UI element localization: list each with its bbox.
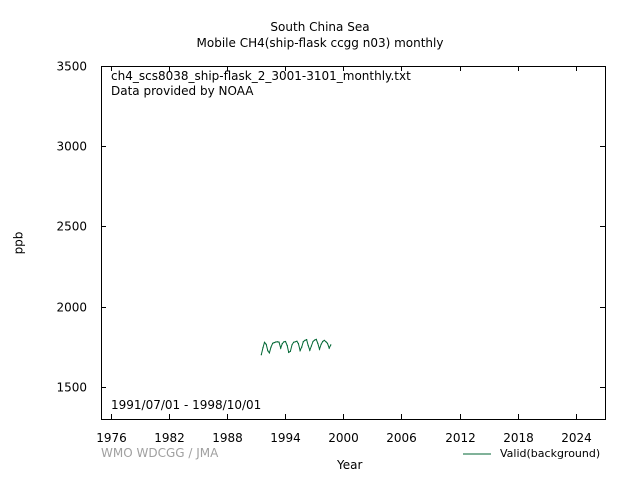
data-point	[260, 354, 262, 356]
data-point	[301, 346, 303, 348]
data-point	[284, 340, 287, 343]
data-point	[289, 350, 291, 352]
chart-title-line2: Mobile CH4(ship-flask ccgg n03) monthly	[196, 36, 444, 50]
plot-frame	[101, 66, 606, 420]
wdcgg-credit: WMO WDCGG / JMA	[101, 446, 219, 460]
x-tick-label: 2012	[445, 431, 476, 445]
legend-label: Valid(background)	[500, 447, 601, 460]
data-point	[278, 341, 280, 343]
data-point	[286, 344, 288, 347]
y-tick-label: 1500	[56, 381, 87, 395]
data-point	[318, 348, 321, 350]
data-point	[322, 340, 324, 343]
y-tick-label: 2000	[56, 301, 87, 315]
x-tick-label: 1982	[154, 431, 185, 445]
data-point	[317, 342, 319, 344]
data-point	[267, 350, 269, 352]
data-point	[276, 341, 279, 343]
x-tick-label: 2006	[386, 431, 417, 445]
data-point	[294, 341, 296, 343]
data-point	[299, 350, 301, 352]
annotation-provider: Data provided by NOAA	[111, 84, 254, 98]
data-point	[314, 339, 316, 341]
data-point	[304, 339, 306, 341]
annotation-file: ch4_scs8038_ship-flask_2_3001-3101_month…	[111, 69, 411, 83]
x-tick-label: 2018	[503, 431, 534, 445]
data-point	[288, 351, 290, 353]
data-point	[280, 347, 282, 349]
data-point	[310, 345, 312, 347]
data-point	[268, 352, 270, 354]
data-point	[320, 343, 322, 345]
data-point	[297, 343, 299, 345]
x-tick-label: 2000	[328, 431, 359, 445]
series-line	[260, 338, 332, 355]
data-point	[307, 344, 309, 346]
data-point	[309, 349, 311, 351]
data-point	[330, 344, 332, 346]
legend: Valid(background)	[463, 446, 601, 462]
data-point	[275, 341, 277, 343]
data-point	[263, 341, 266, 343]
data-point	[302, 341, 304, 343]
data-point	[283, 341, 285, 343]
data-point	[315, 338, 317, 340]
data-point	[325, 341, 327, 343]
x-tick-label: 1988	[212, 431, 243, 445]
annotation-period: 1991/07/01 - 1998/10/01	[111, 398, 262, 412]
data-point	[296, 340, 298, 342]
data-point	[272, 342, 274, 344]
data-point	[326, 342, 329, 344]
x-tick-label: 1976	[96, 431, 127, 445]
chart-title-line1: South China Sea	[270, 20, 370, 34]
y-tick-label: 3000	[56, 140, 87, 154]
x-tick-label: 2024	[561, 431, 592, 445]
data-point	[265, 343, 267, 345]
data-point	[312, 340, 314, 343]
data-point	[328, 347, 330, 349]
x-axis-label: Year	[337, 458, 363, 472]
y-tick-label: 2500	[56, 220, 87, 234]
data-point	[291, 344, 293, 346]
y-tick-label: 3500	[56, 60, 87, 74]
data-point	[281, 343, 283, 345]
x-tick-label: 1994	[270, 431, 301, 445]
data-point	[273, 342, 275, 344]
data-point	[293, 341, 295, 343]
data-point	[270, 346, 272, 348]
legend-line-swatch	[463, 453, 491, 455]
data-point	[306, 339, 308, 341]
data-point	[262, 347, 264, 349]
data-point	[323, 339, 325, 341]
